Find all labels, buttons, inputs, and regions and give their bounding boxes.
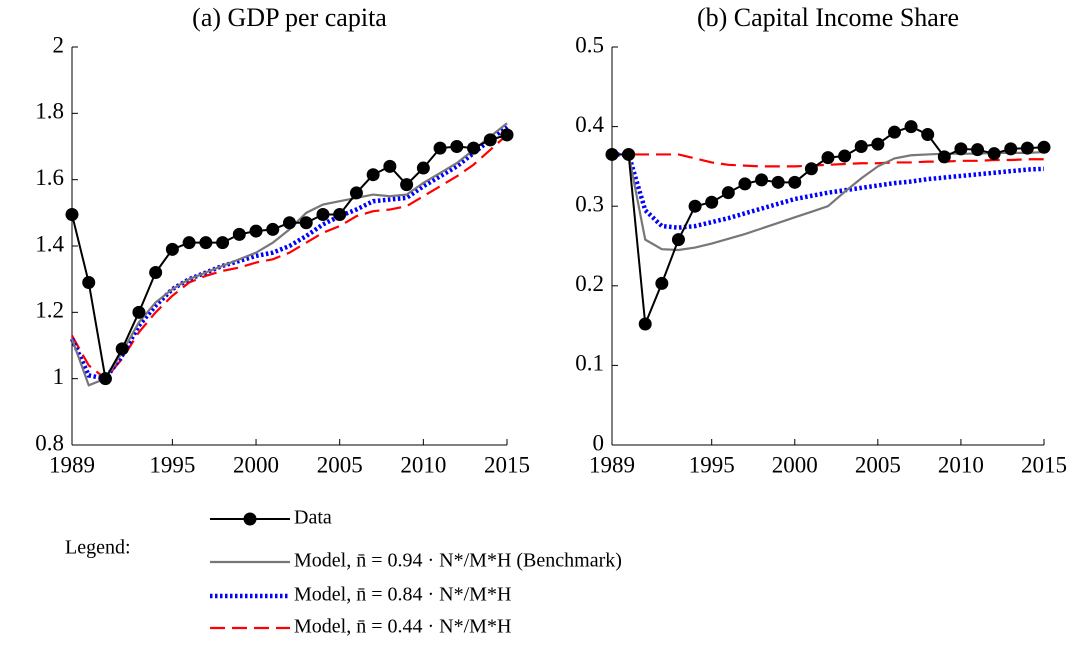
data-point xyxy=(299,216,313,230)
data-point xyxy=(921,128,935,142)
x-tick-label: 2000 xyxy=(772,452,818,477)
data-point xyxy=(333,207,347,221)
data-point xyxy=(199,236,213,250)
data-point xyxy=(450,140,464,153)
data-point xyxy=(115,342,129,356)
x-tick-label: 1989 xyxy=(49,452,95,477)
x-tick-label: 2010 xyxy=(400,452,446,477)
data-point xyxy=(871,137,885,151)
x-tick-label: 2015 xyxy=(1021,452,1067,477)
data-point xyxy=(500,128,514,142)
data-point xyxy=(821,151,835,165)
x-tick-label: 2005 xyxy=(855,452,901,477)
data-point xyxy=(182,236,196,250)
data-point xyxy=(65,207,79,221)
data-point xyxy=(987,147,1001,161)
data-point xyxy=(887,125,901,139)
series-line xyxy=(612,150,1045,252)
y-tick-label: 0.1 xyxy=(575,351,604,376)
y-tick-label: 1.8 xyxy=(35,99,64,124)
data-point xyxy=(721,186,735,200)
y-tick-label: 0 xyxy=(593,430,605,455)
legend-marker xyxy=(243,512,257,526)
data-point xyxy=(1020,141,1034,155)
data-point xyxy=(98,372,112,386)
data-point xyxy=(316,207,330,221)
data-point xyxy=(82,275,96,289)
x-tick-label: 2010 xyxy=(938,452,984,477)
data-point xyxy=(1004,142,1018,156)
data-point xyxy=(416,161,430,175)
x-tick-label: 2005 xyxy=(317,452,363,477)
data-point xyxy=(638,317,652,331)
data-point xyxy=(467,141,481,155)
data-point xyxy=(400,178,414,192)
data-point xyxy=(216,236,230,250)
series-line xyxy=(69,124,509,382)
x-tick-label: 2000 xyxy=(233,452,279,477)
data-point xyxy=(705,195,719,209)
data-point xyxy=(605,147,619,161)
y-tick-label: 1 xyxy=(53,364,65,389)
data-point xyxy=(838,149,852,163)
y-tick-label: 0.3 xyxy=(575,191,604,216)
data-point xyxy=(283,216,296,230)
data-point xyxy=(971,143,985,157)
data-point xyxy=(937,150,951,164)
data-point xyxy=(249,224,263,238)
data-point xyxy=(788,175,802,189)
chart-title: (a) GDP per capita xyxy=(192,3,387,32)
y-tick-label: 0.2 xyxy=(575,271,604,296)
data-point xyxy=(755,173,769,187)
data-point xyxy=(366,168,380,182)
data-point xyxy=(149,266,163,280)
data-point xyxy=(165,242,179,256)
y-tick-label: 0.8 xyxy=(35,430,64,455)
data-point xyxy=(483,133,497,147)
series-line xyxy=(612,152,1045,230)
y-tick-label: 1.6 xyxy=(35,165,64,190)
data-point xyxy=(954,142,968,156)
data-point xyxy=(132,305,146,319)
x-tick-label: 1995 xyxy=(689,452,735,477)
legend-label: Model, n̄ = 0.84 · N*/M*H xyxy=(294,584,511,606)
legend-title: Legend: xyxy=(65,537,131,559)
data-point xyxy=(655,276,669,290)
y-tick-label: 0.5 xyxy=(575,32,604,57)
y-tick-label: 0.4 xyxy=(575,112,604,137)
data-point xyxy=(771,175,785,189)
x-tick-label: 2015 xyxy=(484,452,530,477)
y-tick-label: 1.4 xyxy=(35,231,64,256)
data-point xyxy=(349,186,363,200)
legend-label: Data xyxy=(294,507,332,529)
y-tick-label: 2 xyxy=(53,32,65,57)
data-point xyxy=(738,177,752,191)
data-point xyxy=(688,199,702,213)
x-tick-label: 1989 xyxy=(589,452,635,477)
data-point xyxy=(1037,140,1051,154)
data-point xyxy=(232,227,246,241)
data-point xyxy=(904,120,918,134)
data-point xyxy=(383,159,397,173)
data-point xyxy=(433,141,447,155)
y-tick-label: 1.2 xyxy=(35,298,64,323)
data-point xyxy=(266,222,280,236)
data-point xyxy=(854,140,868,153)
chart-title: (b) Capital Income Share xyxy=(697,3,959,32)
series-line xyxy=(70,122,508,387)
data-point xyxy=(671,233,685,247)
legend-label: Model, n̄ = 0.94 · N*/M*H (Benchmark) xyxy=(294,550,622,572)
x-tick-label: 1995 xyxy=(149,452,195,477)
series-line xyxy=(612,153,1044,168)
legend-label: Model, n̄ = 0.44 · N*/M*H xyxy=(294,616,511,638)
data-point xyxy=(804,162,818,176)
data-point xyxy=(622,147,636,161)
series-line xyxy=(71,134,508,381)
